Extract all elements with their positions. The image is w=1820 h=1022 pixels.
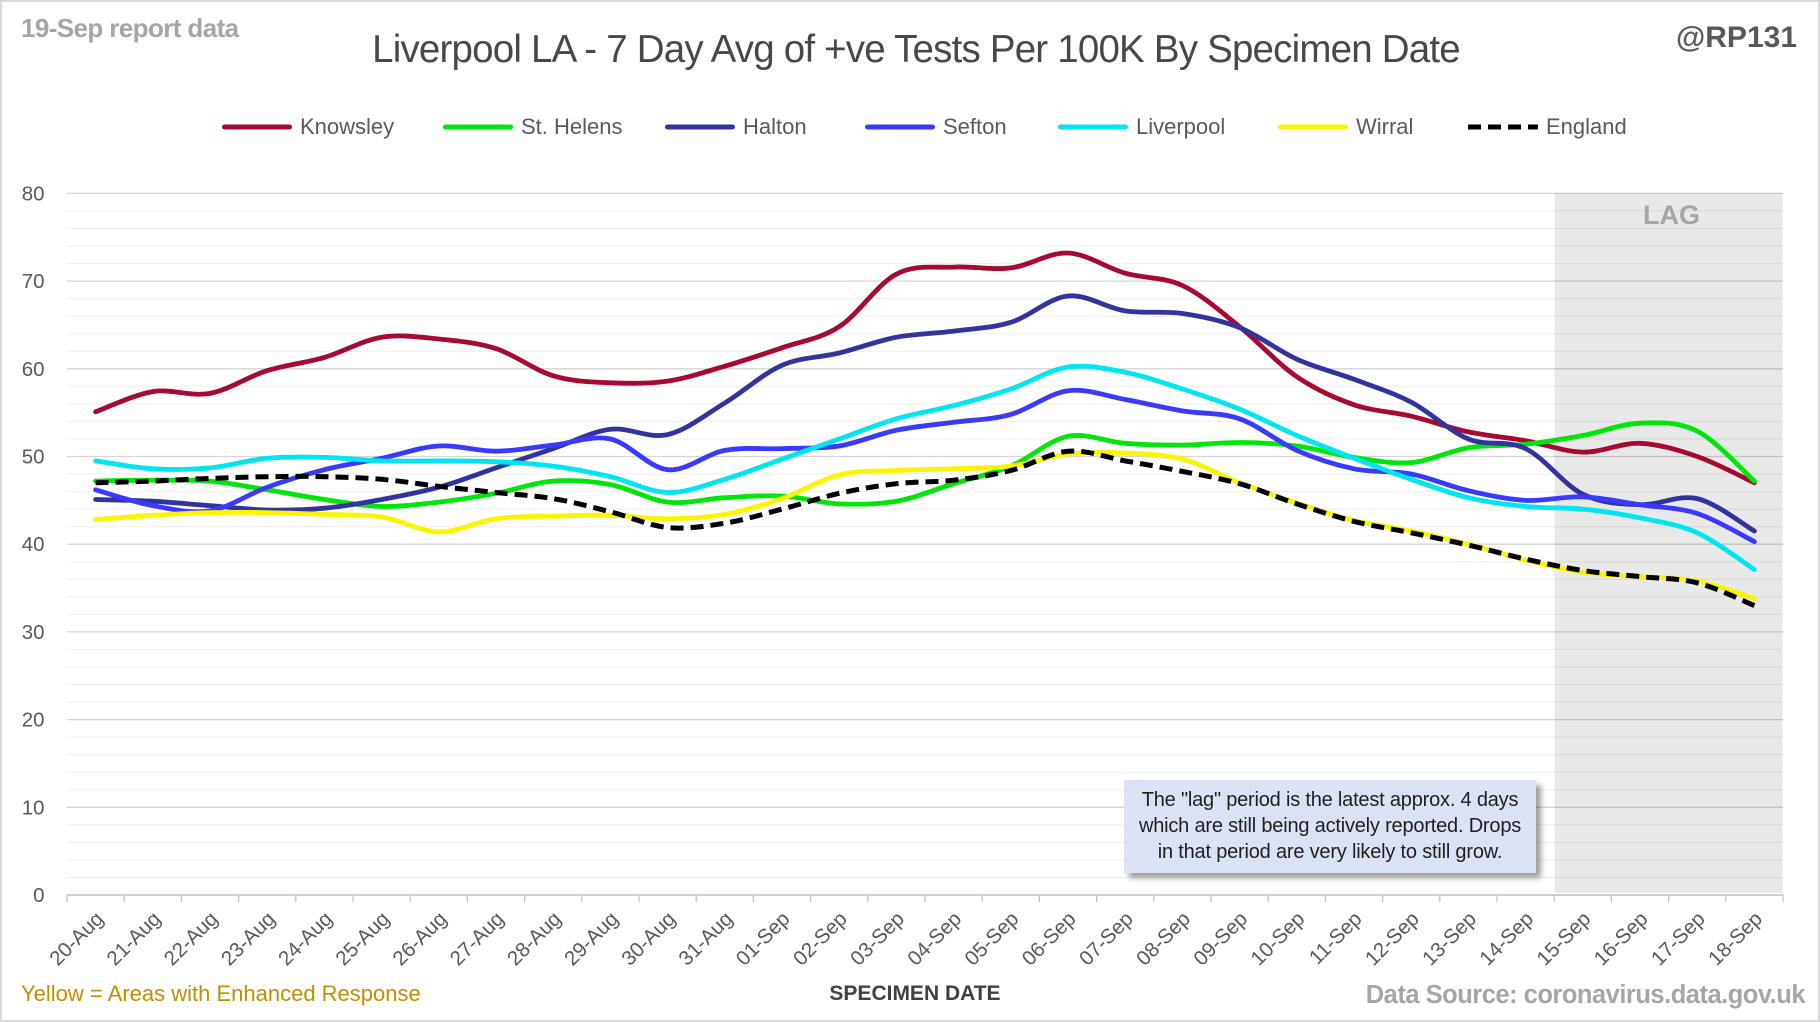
svg-text:England: England [1546, 114, 1627, 139]
svg-text:30: 30 [22, 621, 45, 644]
svg-text:LAG: LAG [1643, 200, 1700, 230]
svg-text:in that period are very likely: in that period are very likely to still … [1158, 841, 1503, 863]
svg-text:50: 50 [22, 446, 45, 469]
svg-text:The "lag" period is the latest: The "lag" period is the latest approx. 4… [1142, 789, 1519, 811]
svg-text:0: 0 [33, 884, 44, 907]
svg-text:@RP131: @RP131 [1676, 21, 1797, 54]
svg-text:19-Sep report data: 19-Sep report data [21, 13, 240, 43]
svg-text:St. Helens: St. Helens [521, 114, 623, 139]
svg-text:which are still being actively: which are still being actively reported.… [1138, 815, 1521, 837]
svg-text:80: 80 [22, 182, 45, 205]
svg-text:Sefton: Sefton [943, 114, 1007, 139]
svg-text:SPECIMEN DATE: SPECIMEN DATE [829, 982, 1000, 1005]
svg-text:20: 20 [22, 709, 45, 732]
svg-text:Data Source: coronavirus.data.: Data Source: coronavirus.data.gov.uk [1366, 981, 1807, 1009]
svg-text:Knowsley: Knowsley [300, 114, 394, 139]
svg-text:60: 60 [22, 358, 45, 381]
svg-text:Wirral: Wirral [1356, 114, 1413, 139]
svg-text:70: 70 [22, 270, 45, 293]
svg-text:10: 10 [22, 796, 45, 819]
svg-text:Liverpool: Liverpool [1136, 114, 1225, 139]
svg-text:40: 40 [22, 533, 45, 556]
svg-text:Halton: Halton [743, 114, 807, 139]
svg-text:Liverpool LA - 7 Day Avg of +v: Liverpool LA - 7 Day Avg of +ve Tests Pe… [372, 28, 1460, 71]
svg-text:Yellow = Areas with Enhanced R: Yellow = Areas with Enhanced Response [21, 981, 421, 1006]
